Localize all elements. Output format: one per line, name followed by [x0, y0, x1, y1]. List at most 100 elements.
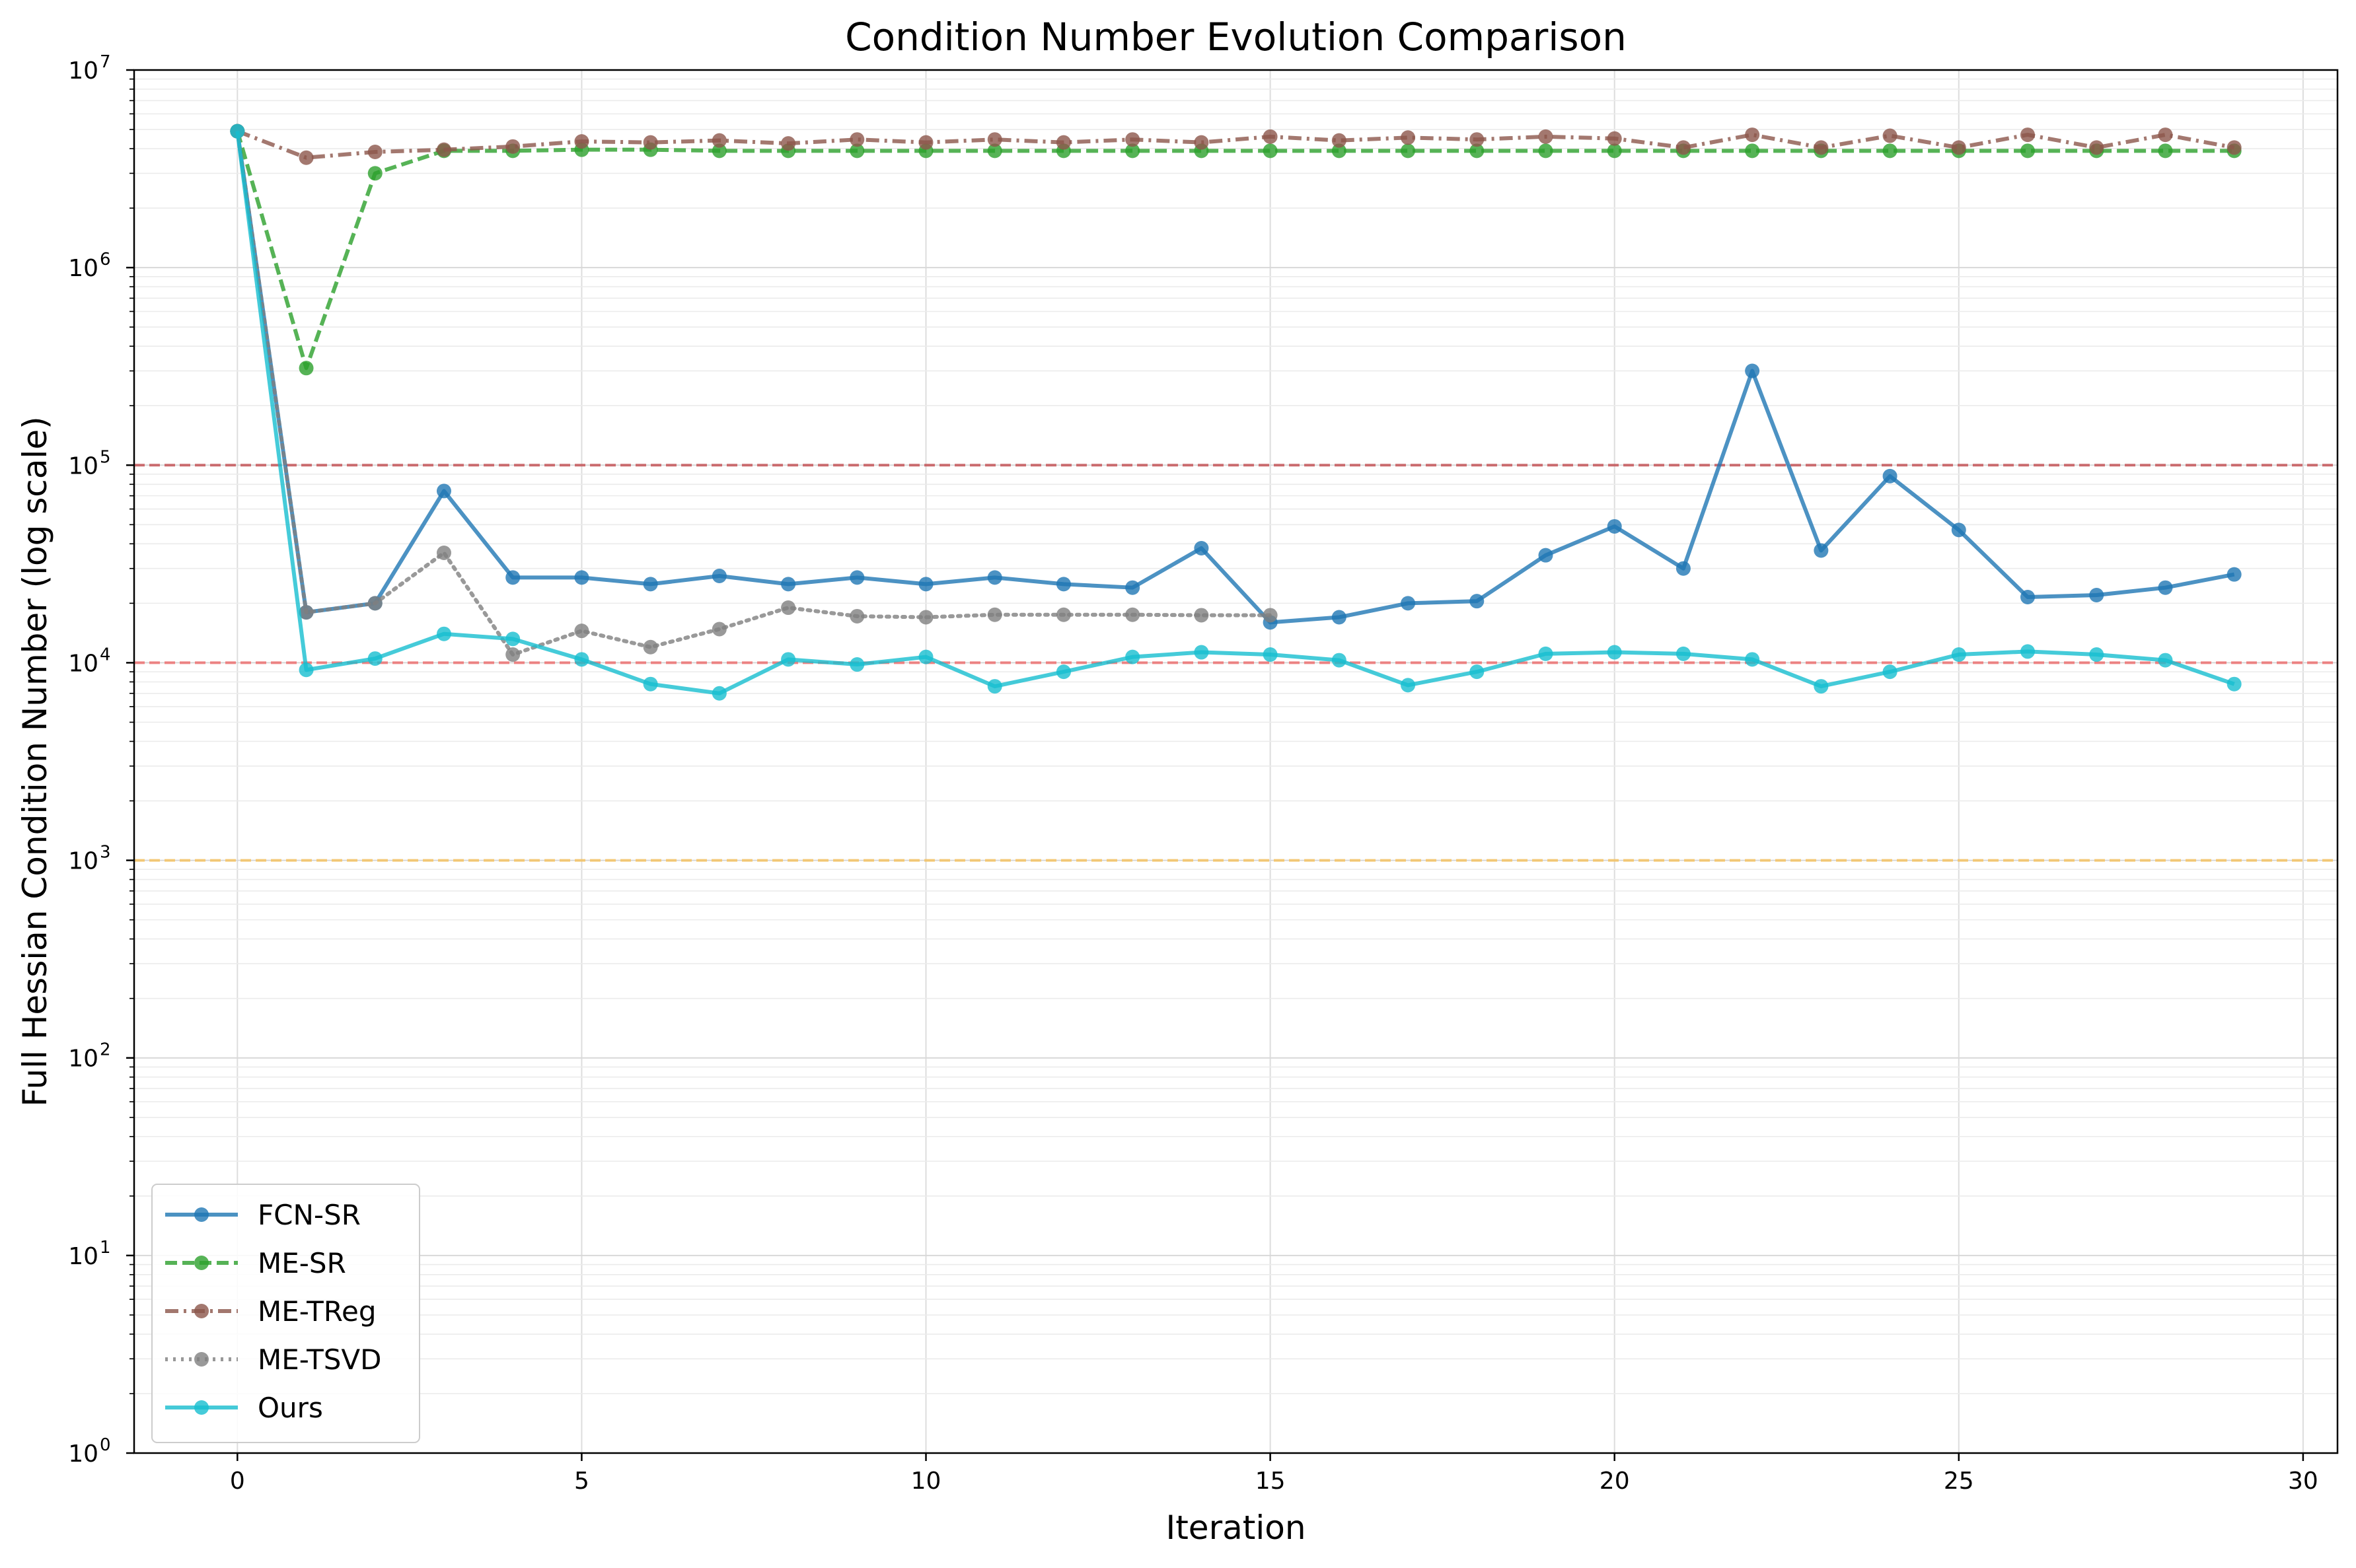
- data-point: [1814, 543, 1829, 558]
- series-line: [235, 131, 2235, 625]
- legend-label: ME-TReg: [258, 1295, 377, 1328]
- data-point: [643, 676, 658, 692]
- data-point: [1469, 664, 1485, 680]
- data-point: [1538, 129, 1553, 144]
- data-point: [918, 577, 934, 592]
- data-point: [299, 150, 314, 165]
- y-tick-exponent: 6: [100, 250, 111, 269]
- data-point: [299, 361, 314, 376]
- data-point: [1125, 607, 1140, 622]
- data-point: [1056, 664, 1071, 680]
- data-point: [1263, 143, 1278, 159]
- data-point: [712, 133, 727, 148]
- data-point: [987, 679, 1002, 694]
- series-line: [235, 129, 1272, 657]
- legend-label: FCN-SR: [258, 1199, 361, 1231]
- data-point: [1331, 610, 1346, 625]
- data-point: [2158, 127, 2173, 143]
- data-point: [1745, 127, 1760, 143]
- data-point: [781, 577, 796, 592]
- y-tick-base: 10: [68, 650, 98, 677]
- data-point: [1607, 518, 1622, 534]
- data-point: [1814, 140, 1829, 155]
- data-point: [1469, 594, 1485, 609]
- grid: [134, 69, 2338, 1454]
- data-point: [574, 624, 589, 639]
- legend-label: Ours: [258, 1392, 323, 1424]
- data-point: [850, 143, 865, 159]
- series-ours: [230, 124, 2242, 701]
- data-point: [987, 132, 1002, 147]
- data-point: [987, 570, 1002, 585]
- data-point: [712, 686, 727, 701]
- legend: FCN-SR ME-SR ME-TReg ME-TSVD Ours: [151, 1184, 420, 1443]
- data-point: [1882, 143, 1897, 159]
- chart-title: Condition Number Evolution Comparison: [845, 15, 1627, 59]
- data-point: [1882, 664, 1897, 680]
- data-point: [436, 626, 451, 641]
- data-point: [2158, 653, 2173, 668]
- data-point: [574, 134, 589, 149]
- data-point: [1125, 580, 1140, 595]
- y-tick-base: 10: [68, 57, 98, 85]
- data-point: [2089, 587, 2104, 602]
- y-tick-base: 10: [68, 452, 98, 480]
- data-point: [1538, 143, 1553, 159]
- series-line: [237, 129, 2235, 160]
- y-tick-label: 10: [68, 452, 98, 480]
- data-point: [643, 135, 658, 150]
- data-point: [781, 600, 796, 616]
- data-point: [367, 166, 383, 181]
- data-point: [643, 577, 658, 592]
- data-point: [1331, 143, 1346, 159]
- data-point: [918, 610, 934, 625]
- data-point: [1607, 131, 1622, 146]
- y-tick-label: 10: [68, 1046, 98, 1073]
- x-axis-label: Iteration: [1165, 1509, 1306, 1547]
- series-me-tsvd: [230, 124, 1278, 662]
- y-tick-base: 10: [68, 255, 98, 282]
- data-point: [2020, 644, 2036, 659]
- data-point: [1675, 646, 1691, 661]
- reference-lines: [134, 464, 2338, 862]
- data-point: [1125, 143, 1140, 159]
- series-me-treg: [230, 124, 2242, 165]
- data-point: [1125, 132, 1140, 147]
- data-point: [1469, 132, 1485, 147]
- data-point: [2020, 589, 2036, 604]
- x-tick-label: 15: [1255, 1468, 1286, 1495]
- data-point: [574, 652, 589, 667]
- legend-swatch-marker: [194, 1400, 209, 1415]
- data-point: [1538, 548, 1553, 563]
- data-point: [712, 143, 727, 159]
- data-point: [505, 570, 521, 585]
- x-tick-label: 0: [230, 1468, 245, 1495]
- series-fcn-sr: [230, 124, 2242, 630]
- x-tick-label: 5: [574, 1468, 589, 1495]
- data-point: [1469, 143, 1485, 159]
- legend-swatch-marker: [194, 1352, 209, 1367]
- y-tick-label: 10: [68, 255, 98, 282]
- y-tick-base: 10: [68, 848, 98, 875]
- y-tick-base: 10: [68, 1441, 98, 1468]
- data-point: [1401, 143, 1416, 159]
- data-point: [1194, 540, 1209, 555]
- data-point: [505, 631, 521, 647]
- data-point: [574, 570, 589, 585]
- y-tick-base: 10: [68, 1046, 98, 1073]
- data-point: [1194, 135, 1209, 150]
- data-point: [918, 135, 934, 150]
- series-line: [235, 130, 2234, 371]
- x-tick-label: 10: [911, 1468, 941, 1495]
- data-point: [1194, 608, 1209, 623]
- legend-label: ME-SR: [258, 1247, 346, 1279]
- data-point: [1056, 135, 1071, 150]
- data-point: [1056, 607, 1071, 622]
- data-point: [367, 145, 383, 160]
- data-point: [1745, 143, 1760, 159]
- x-tick-label: 20: [1600, 1468, 1630, 1495]
- data-point: [1125, 649, 1140, 664]
- data-point: [850, 657, 865, 672]
- x-tick-label: 30: [2288, 1468, 2318, 1495]
